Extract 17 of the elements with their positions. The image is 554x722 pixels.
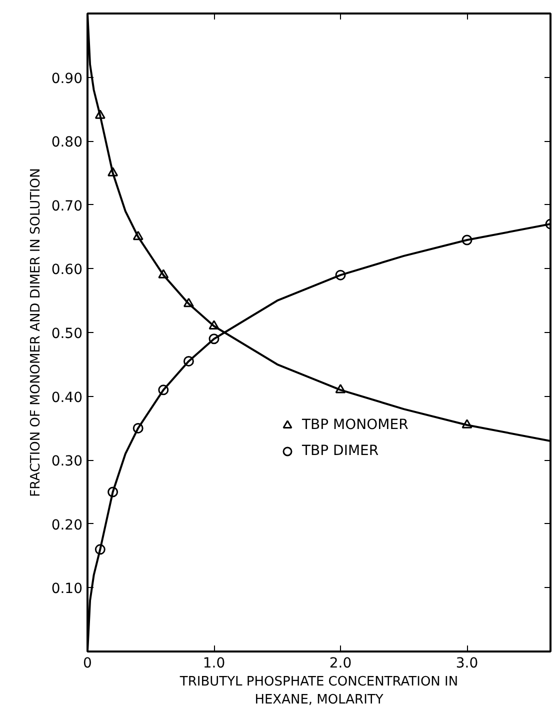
y-tick-label: 0.90 (51, 70, 82, 87)
y-axis-title: FRACTION OF MONOMER AND DIMER IN SOLUTION (28, 168, 44, 497)
legend-label: TBP MONOMER (302, 417, 408, 433)
x-tick-label: 1.0 (202, 656, 226, 672)
x-tick-label: 2.0 (329, 656, 352, 672)
y-tick-label: 0.50 (51, 326, 82, 342)
y-tick-label: 0.20 (51, 517, 82, 534)
y-tick-label: 0.40 (51, 390, 82, 406)
y-tick-label: 0.80 (51, 134, 82, 151)
x-tick-label: 0 (83, 656, 92, 672)
y-tick-label: 0.30 (51, 454, 82, 470)
legend-label: TBP DIMER (302, 443, 379, 459)
x-axis-title: TRIBUTYL PHOSPHATE CONCENTRATION IN HEXANE, MOLARITY (178, 674, 458, 708)
y-tick-label: 0.60 (51, 262, 82, 278)
y-tick-label: 0.10 (51, 581, 82, 598)
x-tick-label: 3.0 (456, 656, 478, 672)
y-tick-label: 0.70 (51, 198, 82, 214)
